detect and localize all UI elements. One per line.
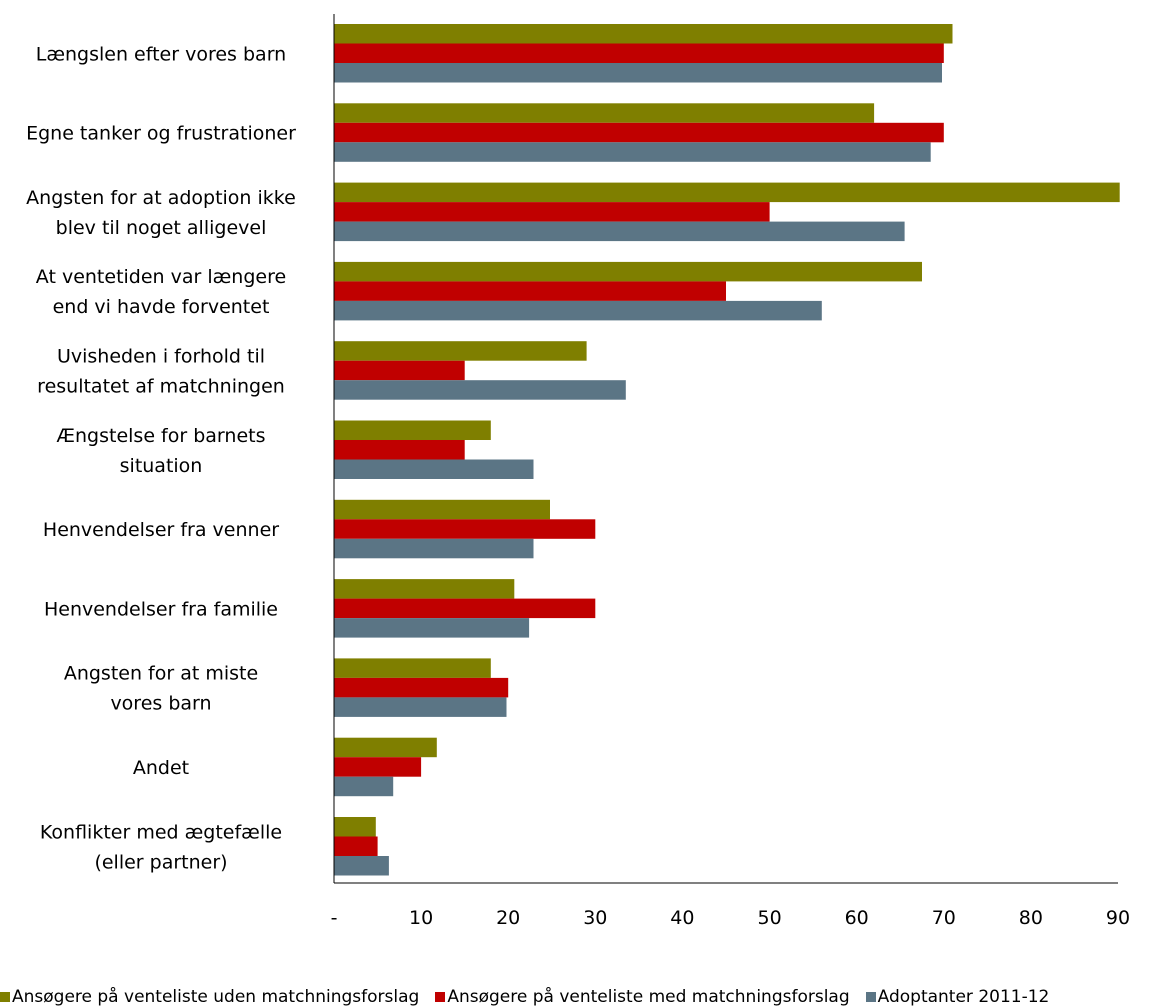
x-tick-label-4: 30 [583,907,607,929]
legend-item-series-3: Adoptanter 2011-12 [865,986,1050,1007]
x-tick-label-10: 90 [1106,907,1130,929]
category-label-8: Henvendelser fra familie [44,598,278,620]
bar-series-1-cat-11 [334,817,376,837]
category-label-3: Angsten for at adoption ikke blev til nog… [26,187,296,239]
legend-label-series-3: Adoptanter 2011-12 [877,986,1050,1007]
legend: Ansøgere på venteliste uden matchningsfo… [0,986,1173,1007]
bar-chart: Længslen efter vores barn Egne tanker og … [26,14,1131,929]
bar-series-2-cat-5 [334,360,465,381]
bar-series-2-cat-9 [334,677,509,698]
bar-series-3-cat-8 [334,618,530,638]
x-tick-label-7: 60 [845,907,869,929]
bar-series-3-cat-6 [334,459,534,479]
x-tick-label-5: 40 [670,907,694,929]
bar-series-1-cat-4 [334,261,922,282]
bar-series-1-cat-10 [334,737,437,758]
bar-series-2-cat-7 [334,519,596,539]
bar-series-3-cat-7 [334,538,534,559]
legend-item-series-1: Ansøgere på venteliste uden matchningsfo… [0,987,419,1007]
x-tick-label-9: 80 [1019,907,1043,929]
bar-series-2-cat-10 [334,757,422,777]
bar-series-3-cat-4 [334,300,822,321]
bar-series-1-cat-6 [334,420,491,440]
x-tick-label-1: - [331,907,338,929]
legend-label-series-2: Ansøgere på venteliste med matchningsfor… [447,986,850,1007]
category-label-10: Andet [133,757,189,779]
x-tick-labels: - 10 20 30 40 50 60 70 80 90 [331,907,1131,929]
legend-swatch-series-2 [435,991,446,1002]
legend-label-series-1: Ansøgere på venteliste uden matchningsfo… [12,986,420,1007]
category-label-9: Angsten for at miste vores barn [64,663,258,715]
category-label-6: Ængstelse for barnets situation [57,425,266,477]
bar-series-2-cat-3 [334,202,770,222]
bar-series-1-cat-5 [334,341,587,361]
bar-series-3-cat-1 [334,63,942,83]
bar-series-2-cat-8 [334,598,596,619]
category-label-11: Konflikter med ægtefælle (eller partner) [40,821,282,873]
category-label-4: At ventetiden var længere end vi havde fo… [36,266,286,318]
category-label-7: Henvendelser fra venner [43,519,279,541]
bar-series-2-cat-2 [334,122,944,143]
bar-series-1-cat-2 [334,103,875,123]
bar-series-1-cat-9 [334,658,491,678]
bar-series-2-cat-11 [334,836,378,856]
bar-series-1-cat-1 [334,24,953,44]
category-label-5: Uvisheden i forhold til resultatet af mat… [37,345,285,397]
x-tick-label-2: 10 [409,907,433,929]
bar-series-3-cat-3 [334,221,905,242]
category-label-2: Egne tanker og frustrationer [26,123,296,145]
bar-series-3-cat-10 [334,776,394,797]
legend-swatch-series-3 [865,991,876,1002]
category-labels: Længslen efter vores barn Egne tanker og … [26,43,296,873]
x-tick-label-8: 70 [932,907,956,929]
bar-series-3-cat-5 [334,380,626,400]
bar-series-1-cat-8 [334,579,515,599]
x-tick-label-6: 50 [758,907,782,929]
bar-series-3-cat-11 [334,856,389,876]
bar-series-2-cat-6 [334,440,465,460]
bar-series-1-cat-3 [334,182,1120,203]
bar-series-3-cat-2 [334,142,931,162]
category-label-1: Længslen efter vores barn [36,43,286,65]
bar-series-3-cat-9 [334,697,507,717]
bar-series-1-cat-7 [334,499,550,520]
bars-group [334,24,1120,876]
legend-item-series-2: Ansøgere på venteliste med matchningsfor… [435,986,850,1007]
x-tick-label-3: 20 [496,907,520,929]
bar-series-2-cat-1 [334,43,944,63]
bar-series-2-cat-4 [334,281,726,301]
legend-swatch-series-1 [0,991,10,1002]
